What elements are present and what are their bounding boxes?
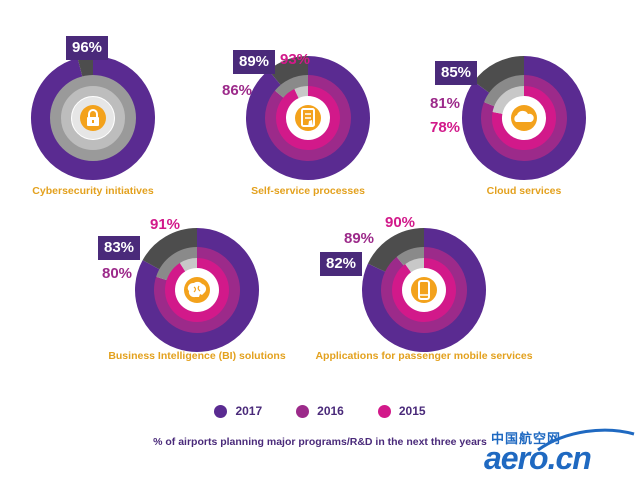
ring-2015-value: [492, 86, 556, 150]
label-cybersecurity: Cybersecurity initiatives: [32, 185, 154, 197]
legend: 2017 2016 2015: [0, 404, 640, 418]
ring-2016-remainder: [156, 247, 198, 281]
legend-label-2016: 2016: [317, 404, 344, 418]
legend-swatch-2017: [214, 404, 228, 418]
ring-2017-value: [246, 56, 370, 180]
pct-cloud-2016: 81%: [430, 95, 461, 112]
pct-selfservice-2016: 86%: [222, 82, 253, 99]
pct-mobile-2016: 89%: [344, 230, 375, 247]
pct-cloud-2017: 85%: [435, 61, 478, 85]
pct-cloud-2015: 78%: [430, 119, 461, 136]
legend-swatch-2015: [377, 404, 391, 418]
legend-item-2016: 2016: [296, 404, 344, 418]
cloud-icon: [514, 110, 534, 122]
ring-2017-value: [362, 228, 486, 352]
ring-2017-value: [135, 228, 259, 352]
ring-2016-empty: [50, 75, 136, 161]
ring-2015-value: [276, 86, 340, 150]
ring-2015-remainder: [294, 86, 309, 99]
brain-icon: [187, 281, 207, 298]
pct-bi-2016: 80%: [102, 265, 133, 282]
donut-chart-4: [135, 228, 259, 352]
pct-selfservice-2015: 93%: [280, 51, 311, 68]
kiosk-icon: [301, 108, 315, 127]
ring-2016-value: [381, 247, 467, 333]
ring-2016-value: [481, 75, 567, 161]
ring-2017-value: [31, 56, 155, 180]
ring-2017-value: [462, 56, 586, 180]
label-bi: Business Intelligence (BI) solutions: [108, 350, 286, 362]
pct-selfservice-2017: 89%: [233, 50, 276, 74]
ring-2017-remainder: [473, 56, 525, 94]
donut-chart-3: [462, 56, 586, 180]
pct-mobile-2017: 82%: [320, 252, 363, 276]
legend-label-2015: 2015: [398, 404, 426, 418]
label-cloud: Cloud services: [486, 185, 562, 197]
watermark-en: aero.cn: [484, 440, 592, 476]
legend-item-2017: 2017: [214, 404, 262, 418]
ring-2015-remainder: [405, 258, 425, 273]
ring-2017-remainder: [77, 56, 94, 78]
pct-bi-2017: 83%: [98, 236, 141, 260]
label-self-service: Self-service processes: [251, 185, 365, 197]
pct-cyber-2017: 96%: [66, 36, 109, 60]
ring-2017-remainder: [142, 228, 198, 271]
ring-2015-value: [165, 258, 229, 322]
pct-bi-2015: 91%: [150, 216, 181, 233]
mobile-phone-icon: [418, 280, 430, 300]
ring-2016-remainder: [396, 247, 425, 267]
ring-2015-remainder: [179, 258, 198, 272]
lock-icon: [87, 109, 99, 126]
ring-2015-empty: [61, 86, 125, 150]
donut-chart-5: [362, 228, 486, 352]
mobile-phone-icon-bg: [411, 277, 437, 303]
watermark-cn: 中国航空网: [491, 431, 562, 446]
ring-2016-value: [154, 247, 240, 333]
ring-2015-value: [392, 258, 456, 322]
donut-chart-2: [246, 56, 370, 180]
pct-mobile-2015: 90%: [385, 214, 416, 231]
ring-2015-remainder: [492, 86, 525, 115]
ring-2017-remainder: [367, 228, 425, 273]
footnote: % of airports planning major programs/R&…: [153, 436, 487, 448]
legend-swatch-2016: [296, 404, 310, 418]
ring-2017-remainder: [268, 56, 309, 86]
ring-2016-value: [265, 75, 351, 161]
legend-label-2017: 2017: [235, 404, 263, 418]
ring-2016-remainder: [274, 75, 309, 99]
donut-chart-1: [31, 56, 155, 180]
ring-2016-remainder: [484, 75, 525, 107]
watermark-swoosh-icon: [537, 428, 635, 452]
label-mobile: Applications for passenger mobile servic…: [315, 350, 533, 362]
legend-item-2015: 2015: [377, 404, 426, 418]
